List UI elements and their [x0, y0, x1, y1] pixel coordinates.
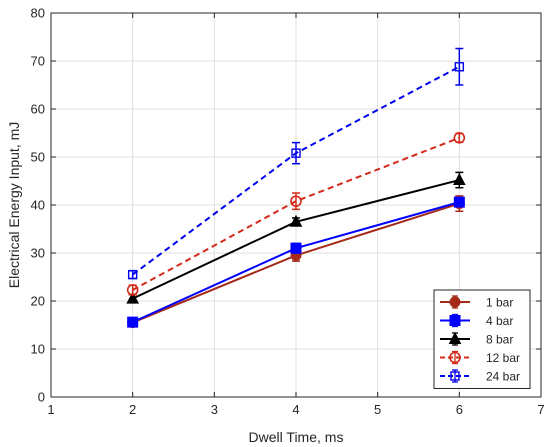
series-4-bar [127, 196, 465, 328]
legend-entry: 1 bar [440, 295, 513, 310]
legend-entry: 8 bar [440, 331, 513, 347]
legend-entry: 12 bar [440, 350, 520, 365]
y-tick-label: 10 [31, 342, 45, 357]
y-tick-label: 60 [31, 102, 45, 117]
y-axis-label: Electrical Energy Input, mJ [6, 122, 22, 289]
legend-label: 24 bar [486, 370, 520, 384]
x-tick-label: 3 [211, 402, 218, 417]
x-tick-label: 7 [537, 402, 544, 417]
data-point [290, 242, 302, 254]
legend-marker [448, 331, 462, 344]
legend-label: 8 bar [486, 333, 513, 347]
legend-label: 12 bar [486, 351, 520, 365]
legend-marker [449, 315, 461, 326]
y-tick-label: 80 [31, 6, 45, 21]
legend-label: 4 bar [486, 314, 513, 328]
x-tick-label: 4 [292, 402, 299, 417]
data-point [290, 195, 302, 207]
x-tick-label: 1 [47, 402, 54, 417]
legend-entry: 4 bar [440, 313, 513, 328]
data-point [289, 214, 303, 227]
legend-entry: 24 bar [440, 369, 520, 384]
x-tick-label: 2 [129, 402, 136, 417]
y-tick-label: 70 [31, 54, 45, 69]
legend-marker [449, 296, 461, 308]
legend-label: 1 bar [486, 296, 513, 310]
data-point [126, 284, 139, 296]
series-24-bar [127, 47, 465, 280]
data-point [127, 269, 138, 280]
data-point [126, 291, 139, 304]
data-point [453, 196, 465, 208]
legend-marker [449, 351, 461, 364]
x-tick-label: 5 [374, 402, 381, 417]
data-point [127, 316, 139, 328]
y-tick-label: 0 [38, 390, 45, 405]
x-axis-label: Dwell Time, ms [249, 429, 344, 445]
y-tick-label: 20 [31, 294, 45, 309]
data-point [454, 62, 465, 72]
y-tick-label: 30 [31, 246, 45, 261]
x-tick-label: 6 [456, 402, 463, 417]
data-point [291, 148, 301, 158]
y-tick-label: 40 [31, 198, 45, 213]
legend: 1 bar 4 bar 8 bar 12 bar 24 bar [433, 289, 531, 389]
series-12-bar [126, 132, 466, 296]
data-point [453, 132, 466, 144]
legend-marker [450, 371, 460, 381]
series-layer [126, 47, 466, 329]
data-point [453, 172, 466, 186]
y-tick-label: 50 [31, 150, 45, 165]
